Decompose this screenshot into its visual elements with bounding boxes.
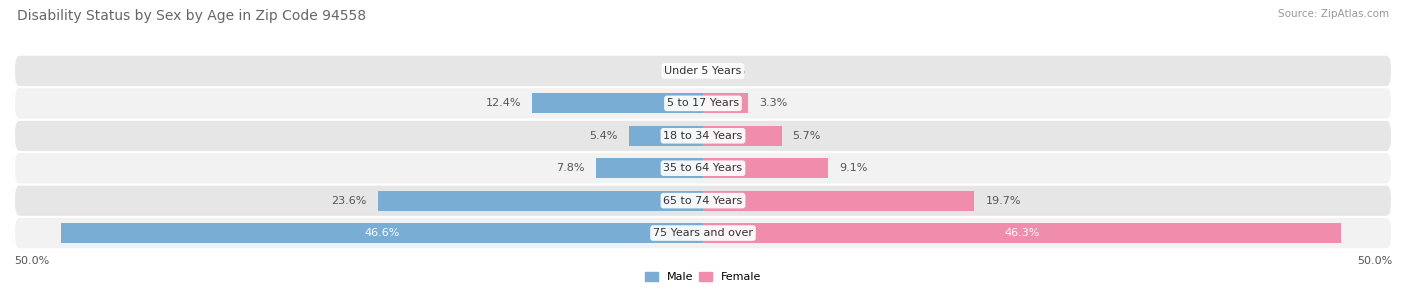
FancyBboxPatch shape <box>14 185 1392 217</box>
Text: 46.3%: 46.3% <box>1004 228 1039 238</box>
Text: 50.0%: 50.0% <box>1357 256 1392 266</box>
Text: Disability Status by Sex by Age in Zip Code 94558: Disability Status by Sex by Age in Zip C… <box>17 9 366 23</box>
Text: 23.6%: 23.6% <box>332 196 367 206</box>
Text: 35 to 64 Years: 35 to 64 Years <box>664 163 742 173</box>
Bar <box>703 126 782 146</box>
Bar <box>531 93 703 113</box>
Text: 65 to 74 Years: 65 to 74 Years <box>664 196 742 206</box>
FancyBboxPatch shape <box>14 87 1392 119</box>
Text: 5.4%: 5.4% <box>589 131 617 141</box>
Text: 5.7%: 5.7% <box>793 131 821 141</box>
FancyBboxPatch shape <box>14 217 1392 249</box>
Text: 19.7%: 19.7% <box>986 196 1021 206</box>
Bar <box>596 158 703 178</box>
Text: 5 to 17 Years: 5 to 17 Years <box>666 98 740 108</box>
Text: 12.4%: 12.4% <box>485 98 522 108</box>
Text: 9.1%: 9.1% <box>839 163 868 173</box>
Text: 46.6%: 46.6% <box>364 228 399 238</box>
Text: 75 Years and over: 75 Years and over <box>652 228 754 238</box>
FancyBboxPatch shape <box>14 119 1392 152</box>
Bar <box>628 126 703 146</box>
Text: 50.0%: 50.0% <box>14 256 49 266</box>
Text: 7.8%: 7.8% <box>555 163 585 173</box>
Text: 3.3%: 3.3% <box>759 98 787 108</box>
FancyBboxPatch shape <box>14 152 1392 185</box>
Text: 0.0%: 0.0% <box>661 66 689 76</box>
Text: Under 5 Years: Under 5 Years <box>665 66 741 76</box>
Bar <box>703 191 974 211</box>
Bar <box>703 223 1341 243</box>
Bar <box>703 93 748 113</box>
Bar <box>703 158 828 178</box>
Bar <box>60 223 703 243</box>
Legend: Male, Female: Male, Female <box>640 267 766 287</box>
Text: 0.0%: 0.0% <box>717 66 745 76</box>
Text: 18 to 34 Years: 18 to 34 Years <box>664 131 742 141</box>
Text: Source: ZipAtlas.com: Source: ZipAtlas.com <box>1278 9 1389 19</box>
FancyBboxPatch shape <box>14 55 1392 87</box>
Bar <box>378 191 703 211</box>
